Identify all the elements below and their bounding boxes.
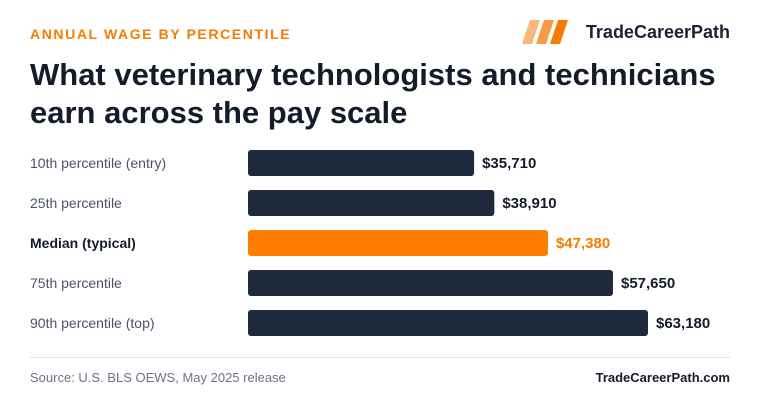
- bar: [248, 190, 495, 216]
- bar: [248, 230, 548, 256]
- bar: [248, 310, 648, 336]
- brand-name: TradeCareerPath: [585, 21, 730, 42]
- category-label: Median (typical): [30, 235, 136, 251]
- category-label: 75th percentile: [30, 275, 122, 291]
- value-label: $47,380: [556, 235, 610, 252]
- chart-title: What veterinary technologists and techni…: [30, 57, 716, 130]
- source-note: Source: U.S. BLS OEWS, May 2025 release: [30, 370, 286, 385]
- category-label: 10th percentile (entry): [30, 155, 166, 171]
- category-label: 90th percentile (top): [30, 315, 155, 331]
- value-label: $63,180: [656, 315, 710, 332]
- bar: [248, 150, 475, 176]
- bar: [248, 270, 613, 296]
- value-label: $35,710: [482, 155, 536, 172]
- percentile-bar-chart: 10th percentile (entry) $35,710 25th perce…: [30, 150, 710, 336]
- brand: TradeCareerPath: [521, 20, 730, 44]
- site-url: TradeCareerPath.com: [595, 370, 730, 385]
- value-label: $38,910: [502, 195, 556, 212]
- footer-divider: [30, 357, 730, 358]
- slanted-bars-logo-icon: [521, 20, 568, 44]
- chart-eyebrow-label: ANNUAL WAGE BY PERCENTILE: [30, 26, 292, 42]
- category-label: 25th percentile: [30, 195, 122, 211]
- value-label: $57,650: [621, 275, 675, 292]
